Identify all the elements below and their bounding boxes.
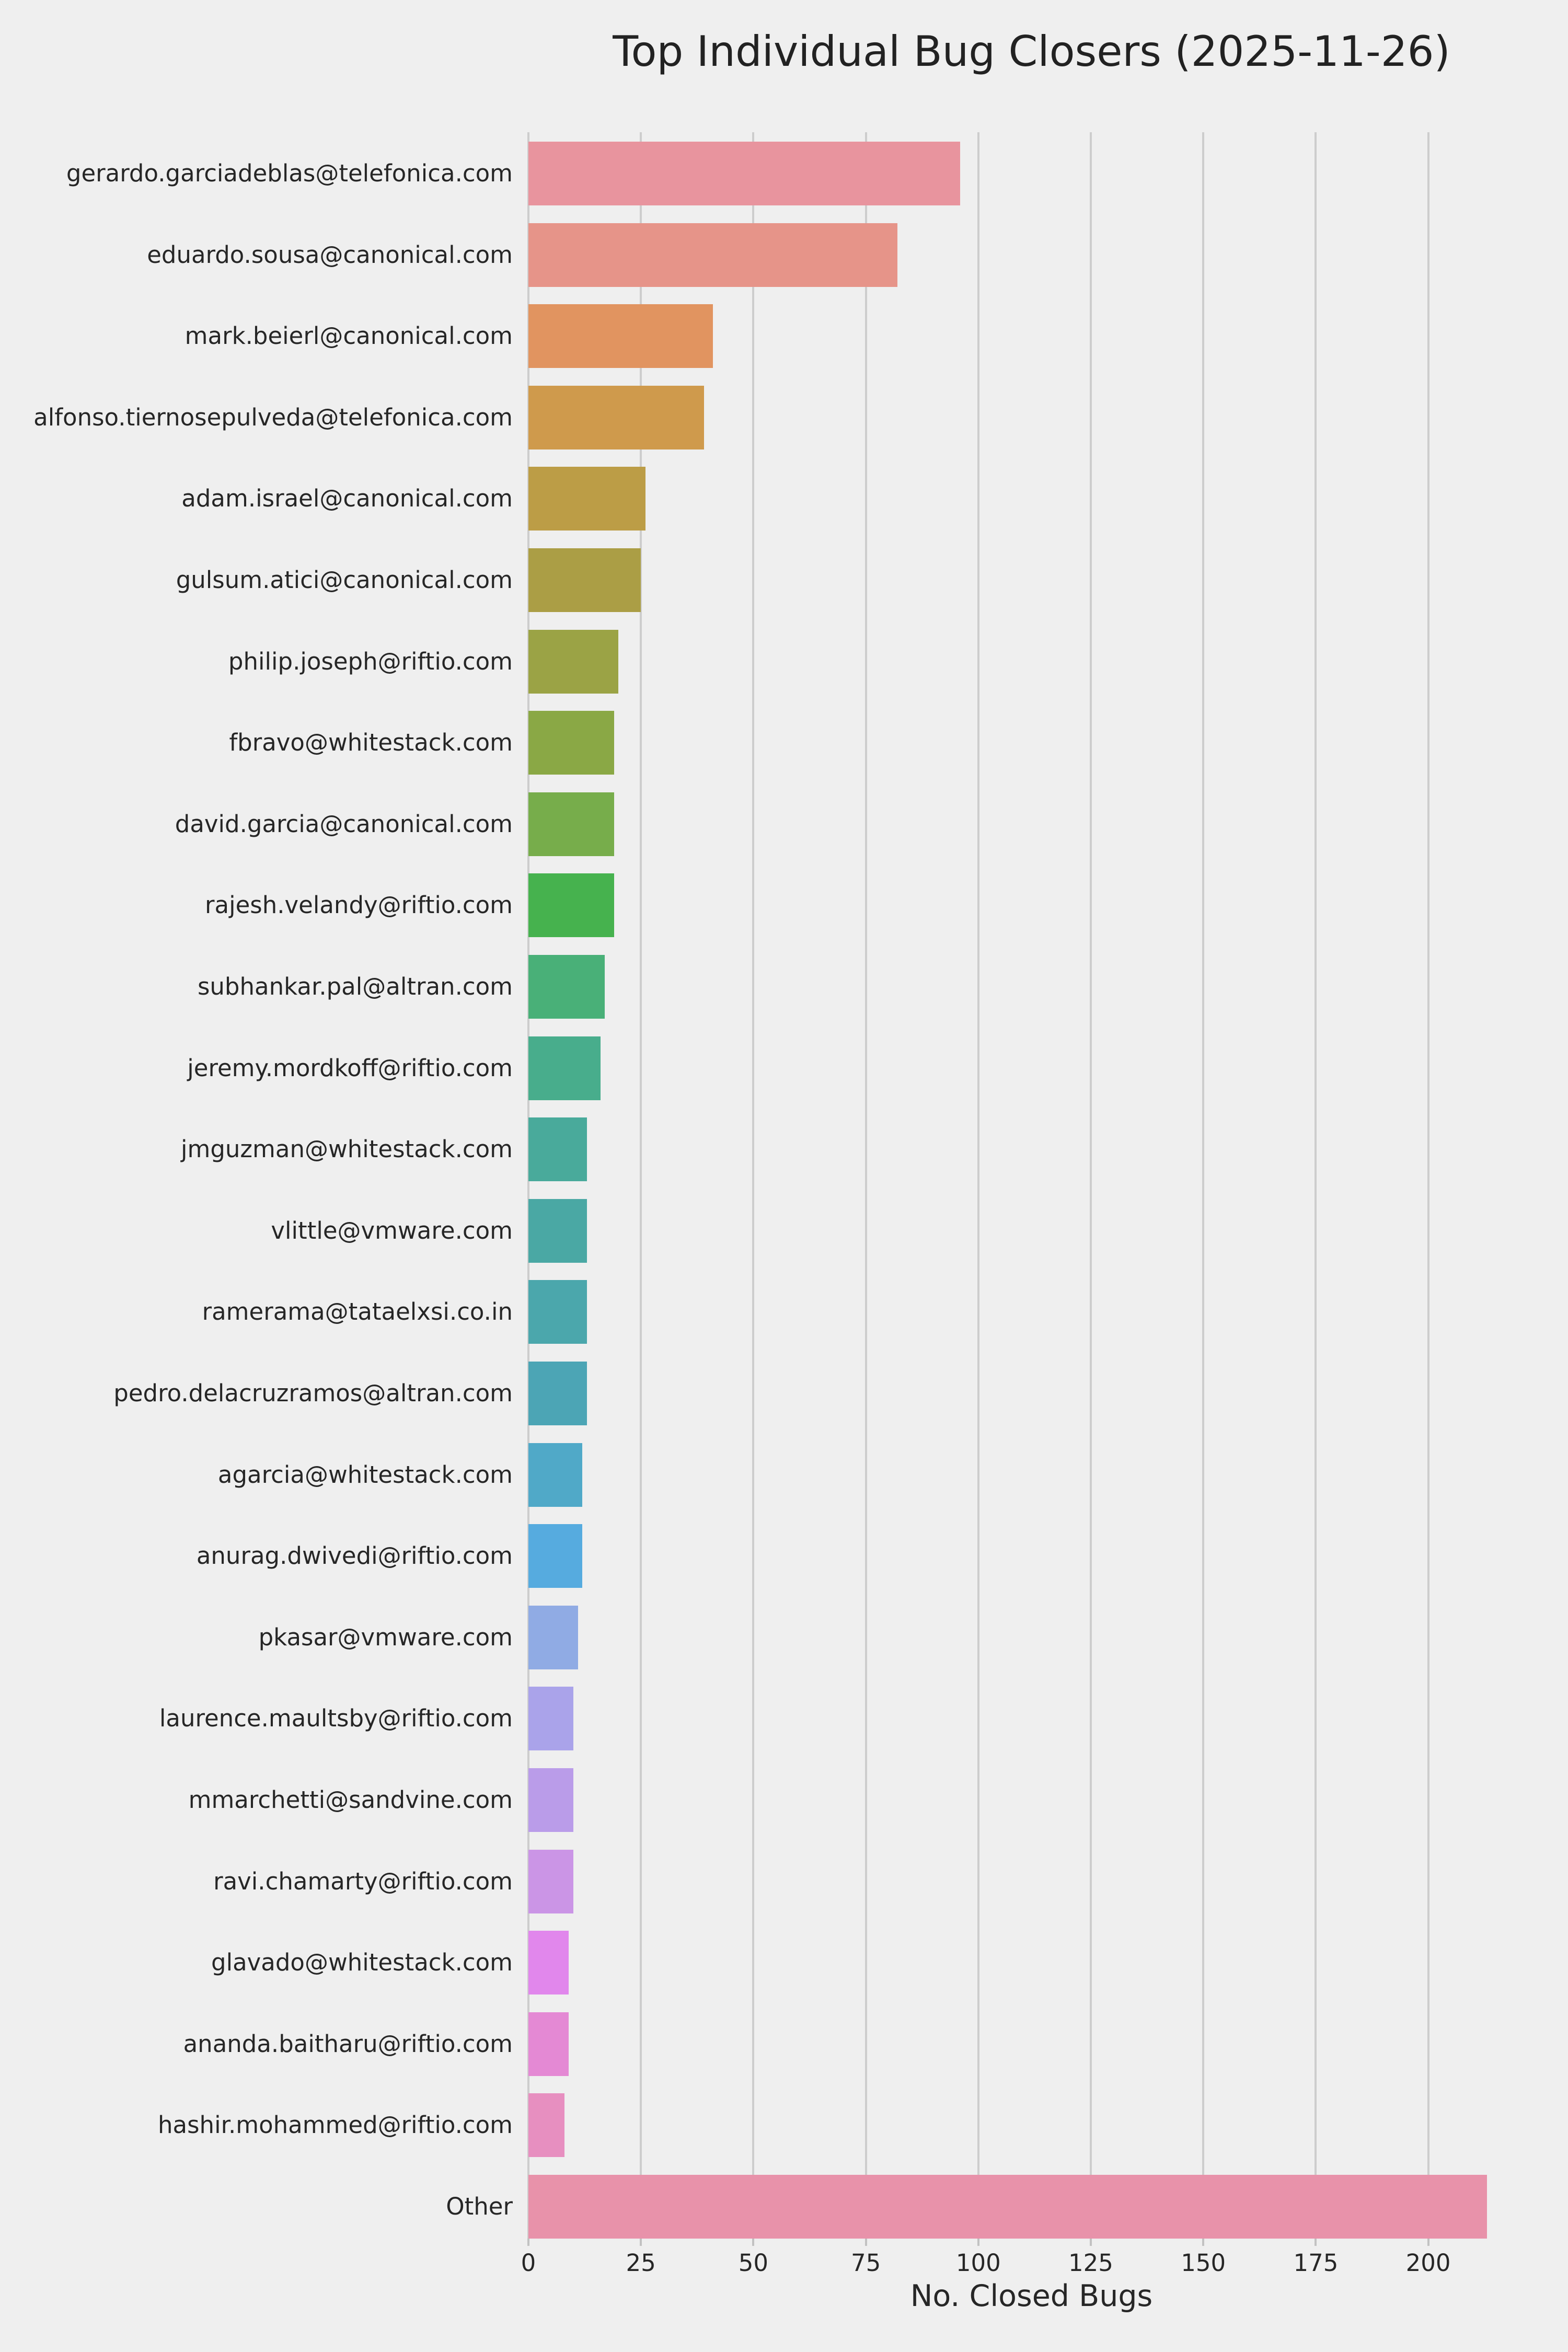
bar-adam-israel-canonical-com <box>528 467 645 531</box>
x-tick-label: 200 <box>1405 2249 1451 2277</box>
y-tick-label: mark.beierl@canonical.com <box>185 322 513 350</box>
y-tick-label: mmarchetti@sandvine.com <box>188 1786 513 1814</box>
gridline <box>1315 132 1317 2239</box>
bar-alfonso-tiernosepulveda-telefonica-com <box>528 385 704 449</box>
x-tick-mark <box>1427 2239 1429 2246</box>
bar-ramerama-tataelxsi-co-in <box>528 1280 587 1344</box>
bar-gulsum-atici-canonical-com <box>528 548 641 612</box>
y-tick-label: vlittle@vmware.com <box>271 1216 513 1244</box>
gridline <box>1090 132 1092 2239</box>
gridline <box>977 132 979 2239</box>
gridline <box>1427 132 1429 2239</box>
y-tick-label: ramerama@tataelxsi.co.in <box>202 1298 513 1326</box>
y-tick-label: ravi.chamarty@riftio.com <box>213 1867 513 1895</box>
y-tick-label: jeremy.mordkoff@riftio.com <box>187 1054 513 1082</box>
x-tick-label: 0 <box>521 2249 536 2277</box>
bar-pkasar-vmware-com <box>528 1605 578 1669</box>
x-tick-mark <box>527 2239 529 2246</box>
x-tick-label: 100 <box>955 2249 1001 2277</box>
bar-fbravo-whitestack-com <box>528 711 614 775</box>
y-tick-label: anurag.dwivedi@riftio.com <box>196 1542 513 1570</box>
x-tick-mark <box>864 2239 867 2246</box>
bar-gerardo-garciadeblas-telefonica-com <box>528 142 960 205</box>
bar-agarcia-whitestack-com <box>528 1443 582 1507</box>
y-tick-label: david.garcia@canonical.com <box>175 810 513 838</box>
bar-philip-joseph-riftio-com <box>528 629 618 694</box>
y-tick-label: philip.joseph@riftio.com <box>228 647 513 675</box>
bar-david-garcia-canonical-com <box>528 792 614 856</box>
y-tick-label: pkasar@vmware.com <box>258 1623 513 1651</box>
x-tick-mark <box>977 2239 979 2246</box>
gridline <box>1202 132 1205 2239</box>
x-tick-mark <box>1315 2239 1317 2246</box>
y-tick-label: subhankar.pal@altran.com <box>197 973 513 1000</box>
x-tick-label: 75 <box>850 2249 881 2277</box>
y-tick-label: Other <box>446 2193 513 2220</box>
x-tick-label: 50 <box>738 2249 769 2277</box>
y-tick-label: fbravo@whitestack.com <box>229 729 513 757</box>
chart-title: Top Individual Bug Closers (2025-11-26) <box>613 27 1450 76</box>
bar-eduardo-sousa-canonical-com <box>528 223 897 287</box>
bar-ravi-chamarty-riftio-com <box>528 1849 573 1913</box>
y-tick-label: hashir.mohammed@riftio.com <box>158 2111 513 2139</box>
y-tick-label: alfonso.tiernosepulveda@telefonica.com <box>33 403 513 431</box>
bar-mark-beierl-canonical-com <box>528 304 713 368</box>
bar-mmarchetti-sandvine-com <box>528 1768 573 1832</box>
bar-subhankar-pal-altran-com <box>528 955 605 1019</box>
gridline <box>752 132 755 2239</box>
x-axis-label: No. Closed Bugs <box>910 2279 1153 2313</box>
y-tick-label: ananda.baitharu@riftio.com <box>183 2030 513 2058</box>
y-tick-label: pedro.delacruzramos@altran.com <box>113 1379 513 1407</box>
y-tick-label: adam.israel@canonical.com <box>181 485 513 513</box>
x-tick-mark <box>752 2239 755 2246</box>
y-tick-label: gulsum.atici@canonical.com <box>176 566 513 594</box>
x-tick-mark <box>1202 2239 1205 2246</box>
gridline <box>864 132 867 2239</box>
bar-jmguzman-whitestack-com <box>528 1117 587 1182</box>
bar-glavado-whitestack-com <box>528 1931 569 1995</box>
bar-anurag-dwivedi-riftio-com <box>528 1524 582 1588</box>
bar-rajesh-velandy-riftio-com <box>528 873 614 938</box>
gridline <box>527 132 529 2239</box>
y-tick-label: laurence.maultsby@riftio.com <box>159 1704 513 1733</box>
bar-hashir-mohammed-riftio-com <box>528 2093 564 2158</box>
bar-jeremy-mordkoff-riftio-com <box>528 1036 601 1100</box>
bar-other <box>528 2175 1487 2239</box>
y-tick-label: rajesh.velandy@riftio.com <box>205 891 513 919</box>
bar-ananda-baitharu-riftio-com <box>528 2012 569 2076</box>
bar-laurence-maultsby-riftio-com <box>528 1687 573 1751</box>
y-tick-label: eduardo.sousa@canonical.com <box>147 240 513 269</box>
x-tick-label: 150 <box>1181 2249 1226 2277</box>
bar-pedro-delacruzramos-altran-com <box>528 1362 587 1425</box>
y-tick-label: agarcia@whitestack.com <box>217 1460 513 1489</box>
gridline <box>640 132 642 2239</box>
x-tick-mark <box>1090 2239 1092 2246</box>
x-tick-label: 25 <box>626 2249 656 2277</box>
x-tick-label: 125 <box>1068 2249 1113 2277</box>
y-tick-label: gerardo.garciadeblas@telefonica.com <box>66 159 513 187</box>
y-tick-label: jmguzman@whitestack.com <box>180 1135 513 1163</box>
y-tick-label: glavado@whitestack.com <box>211 1949 513 1977</box>
bar-vlittle-vmware-com <box>528 1198 587 1263</box>
x-tick-label: 175 <box>1293 2249 1339 2277</box>
x-tick-mark <box>640 2239 642 2246</box>
